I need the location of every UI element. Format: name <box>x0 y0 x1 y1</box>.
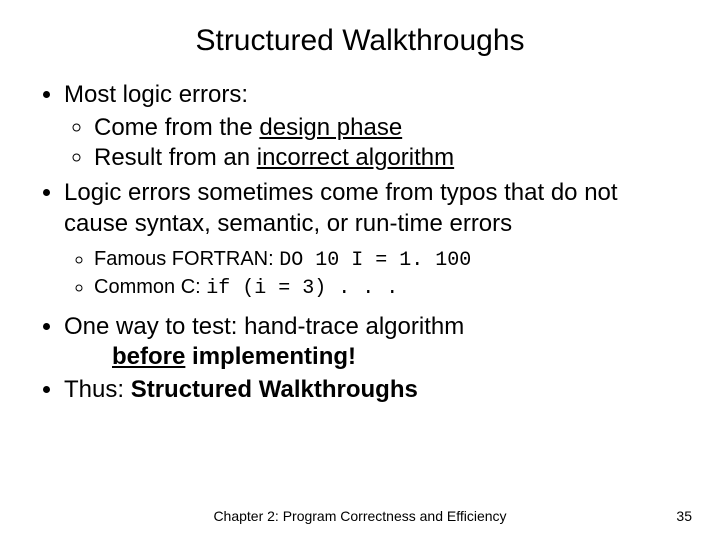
bullet-3-pre: One way to test: hand-trace algorithm <box>64 313 464 340</box>
bullet-1a-underline: design phase <box>259 114 402 141</box>
bullet-1: Most logic errors: Come from the design … <box>64 80 684 174</box>
slide-title: Structured Walkthroughs <box>36 24 684 58</box>
bullet-2-text: Logic errors sometimes come from typos t… <box>64 179 618 237</box>
bullet-4-pre: Thus: <box>64 376 131 403</box>
bullet-2b-pre: Common C: <box>94 276 206 298</box>
bullet-1-text: Most logic errors: <box>64 81 248 108</box>
bullet-3: One way to test: hand-trace algorithm be… <box>64 312 684 373</box>
bullet-1a-pre: Come from the <box>94 114 259 141</box>
bullet-2b-code: if (i = 3) . . . <box>206 277 398 300</box>
bullet-4-bold: Structured Walkthroughs <box>131 376 418 403</box>
bullet-1b-underline: incorrect algorithm <box>257 144 454 171</box>
bullet-2: Logic errors sometimes come from typos t… <box>64 178 684 301</box>
bullet-1-sublist: Come from the design phase Result from a… <box>64 113 684 174</box>
bullet-3-before: before <box>112 343 185 370</box>
bullet-3-line2: before implementing! <box>112 342 684 373</box>
bullet-2b: Common C: if (i = 3) . . . <box>94 274 684 302</box>
bullet-2a-pre: Famous FORTRAN: <box>94 248 279 270</box>
bullet-2a: Famous FORTRAN: DO 10 I = 1. 100 <box>94 246 684 274</box>
bullet-3-post: implementing! <box>185 343 356 370</box>
bullet-list: Most logic errors: Come from the design … <box>36 80 684 406</box>
bullet-4: Thus: Structured Walkthroughs <box>64 375 684 406</box>
bullet-1b: Result from an incorrect algorithm <box>94 143 684 174</box>
bullet-2-sublist: Famous FORTRAN: DO 10 I = 1. 100 Common … <box>64 246 684 302</box>
footer-pagenum: 35 <box>676 508 692 524</box>
bullet-1a: Come from the design phase <box>94 113 684 144</box>
slide: Structured Walkthroughs Most logic error… <box>0 0 720 540</box>
bullet-1b-pre: Result from an <box>94 144 257 171</box>
bullet-2a-code: DO 10 I = 1. 100 <box>279 249 471 272</box>
footer-chapter: Chapter 2: Program Correctness and Effic… <box>0 508 720 524</box>
